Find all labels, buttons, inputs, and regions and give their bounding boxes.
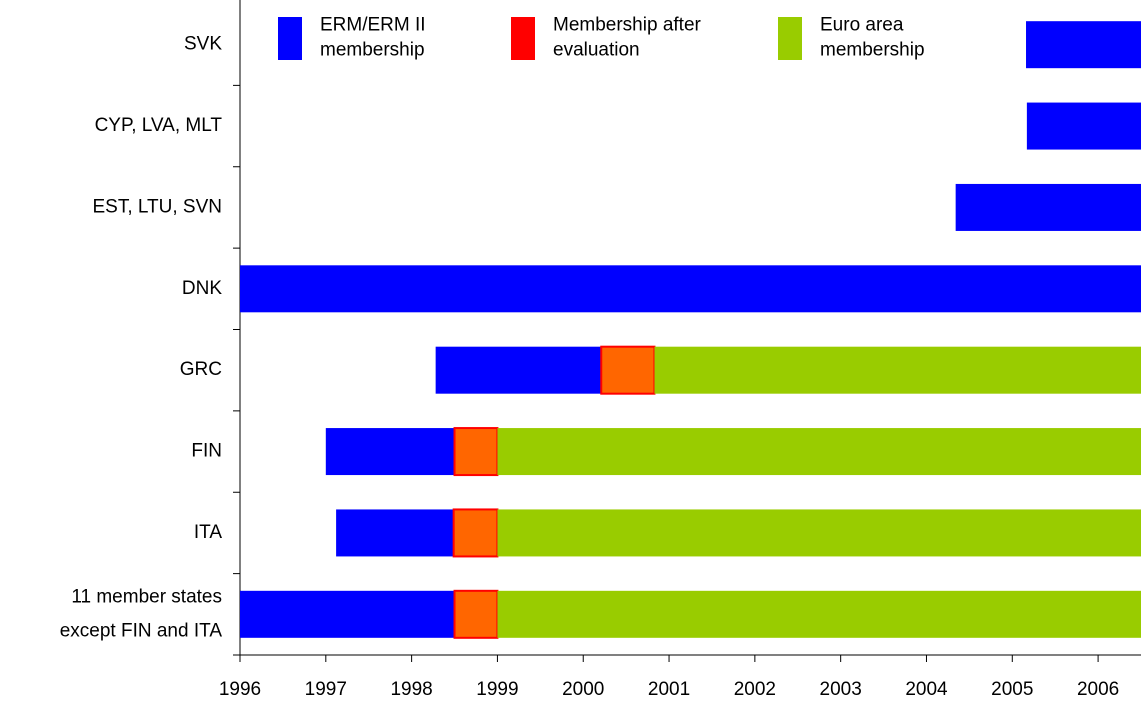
bar-segment (336, 509, 454, 557)
bar-segment (325, 428, 455, 476)
bar-segment (1026, 21, 1141, 69)
y-tick-label: ITA (194, 522, 222, 543)
x-tick-label: 2003 (820, 679, 862, 700)
bar-segment (240, 590, 455, 638)
y-tick-label: DNK (182, 278, 222, 299)
bar-segment (497, 509, 1141, 557)
y-tick-label: GRC (180, 359, 222, 380)
legend-label: ERM/ERM II membership (320, 15, 426, 61)
x-tick-label: 2004 (905, 679, 948, 700)
bar-segment (435, 346, 602, 394)
x-tick-label: 2002 (734, 679, 776, 700)
legend-label: Euro area membership (820, 15, 925, 61)
y-tick-label: 11 member states except FIN and ITA (60, 586, 223, 641)
x-tick-label: 1996 (219, 679, 261, 700)
x-tick-label: 1997 (305, 679, 347, 700)
bar-segment (497, 428, 1141, 476)
bar-segment (452, 508, 499, 558)
bar-segment (955, 183, 1141, 231)
y-tick-label: SVK (184, 34, 222, 55)
x-tick-label: 2006 (1077, 679, 1119, 700)
bar-segment (600, 345, 656, 395)
legend-label: Membership after evaluation (553, 15, 702, 61)
x-tick-label: 2005 (991, 679, 1033, 700)
bar-segment (654, 346, 1141, 394)
bar-segment (1026, 102, 1141, 150)
x-tick-label: 1999 (476, 679, 518, 700)
legend-marker (778, 17, 802, 60)
x-tick-label: 1998 (390, 679, 432, 700)
bar-segment (497, 590, 1141, 638)
y-tick-label: CYP, LVA, MLT (95, 115, 223, 136)
x-tick-label: 2000 (562, 679, 604, 700)
legend-marker (278, 17, 302, 60)
bar-segment (453, 589, 499, 639)
x-tick-label: 2001 (648, 679, 690, 700)
y-tick-label: FIN (191, 441, 222, 462)
bar-segment (453, 427, 499, 477)
legend-marker (511, 17, 535, 60)
y-tick-label: EST, LTU, SVN (92, 196, 222, 217)
bar-segment (240, 265, 1141, 313)
